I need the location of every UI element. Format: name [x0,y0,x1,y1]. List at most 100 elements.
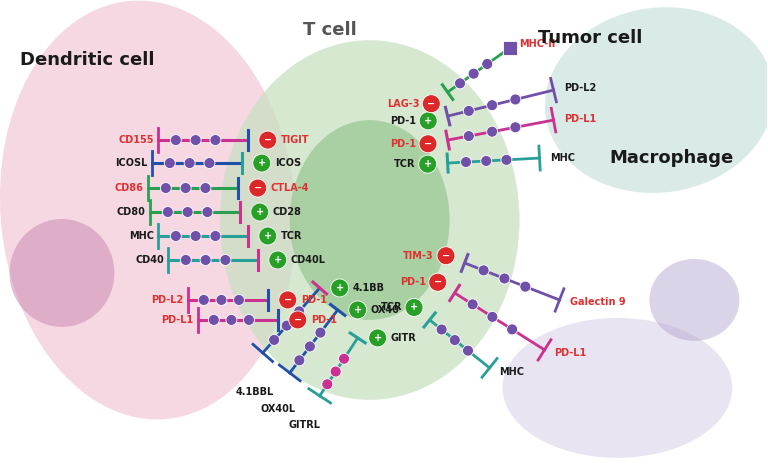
Circle shape [405,299,423,316]
Text: Galectin 9: Galectin 9 [570,297,626,307]
Circle shape [487,100,498,111]
Circle shape [259,131,276,149]
FancyBboxPatch shape [502,41,517,55]
Text: OX40: OX40 [371,305,399,315]
Text: +: + [263,231,272,241]
Circle shape [170,231,181,241]
Text: Dendritic cell: Dendritic cell [20,51,154,69]
Text: PD-L2: PD-L2 [151,295,184,305]
Circle shape [304,341,316,352]
Circle shape [339,353,349,364]
Text: 4.1BBL: 4.1BBL [236,387,274,397]
Circle shape [226,314,237,325]
Text: +: + [373,333,382,343]
Circle shape [467,299,478,310]
Ellipse shape [650,259,740,341]
Circle shape [210,135,221,146]
Circle shape [463,105,475,117]
Circle shape [478,265,489,276]
Circle shape [281,320,292,331]
Circle shape [419,112,437,130]
Circle shape [437,247,455,265]
Circle shape [220,255,231,265]
Text: +: + [353,305,362,315]
Circle shape [202,206,213,218]
Text: −: − [442,251,450,261]
Circle shape [487,126,498,137]
Text: −: − [424,139,432,149]
Text: CD28: CD28 [273,207,302,217]
Text: TCR: TCR [281,231,303,241]
Text: −: − [253,183,262,193]
Circle shape [499,273,510,284]
Circle shape [429,273,447,291]
Text: TIM-3: TIM-3 [403,251,434,261]
Text: OX40L: OX40L [260,404,296,414]
Text: +: + [424,116,432,126]
Circle shape [190,135,201,146]
Circle shape [253,154,271,172]
Circle shape [331,279,349,297]
Circle shape [208,314,220,325]
Text: MHC: MHC [129,231,154,241]
Text: −: − [283,295,292,305]
Text: PD-1: PD-1 [390,139,416,149]
Circle shape [455,78,465,89]
Text: PD-L2: PD-L2 [564,83,597,93]
Circle shape [162,206,174,218]
Circle shape [170,135,181,146]
Circle shape [449,335,460,345]
Text: CD155: CD155 [118,135,154,145]
Text: −: − [263,135,272,145]
Circle shape [419,135,437,153]
Circle shape [259,227,276,245]
Circle shape [487,311,498,322]
Circle shape [507,324,518,335]
Text: PD-1: PD-1 [390,116,416,126]
Circle shape [294,355,305,366]
Circle shape [204,158,215,168]
Circle shape [510,122,521,133]
Text: CTLA-4: CTLA-4 [271,183,310,193]
Circle shape [461,157,472,168]
Circle shape [468,68,479,79]
Circle shape [190,231,201,241]
Circle shape [210,231,221,241]
Text: −: − [427,99,435,109]
Text: ICOSL: ICOSL [115,158,148,168]
Text: −: − [434,277,442,287]
Circle shape [249,179,266,197]
Circle shape [289,311,306,329]
Circle shape [233,294,244,306]
Circle shape [369,329,386,347]
Circle shape [510,94,521,105]
Text: TCR: TCR [380,302,402,313]
Text: CD40: CD40 [135,255,164,265]
Text: +: + [258,158,266,168]
Circle shape [161,183,171,194]
Text: ICOS: ICOS [275,158,301,168]
Circle shape [462,345,474,356]
Text: +: + [424,159,432,169]
Text: +: + [410,302,418,313]
Text: PD-1: PD-1 [311,315,336,325]
Circle shape [419,155,437,173]
Text: CD40L: CD40L [291,255,326,265]
Text: T cell: T cell [303,21,356,39]
Text: Tumor cell: Tumor cell [538,29,642,47]
Text: GITRL: GITRL [289,420,321,430]
Circle shape [436,324,447,335]
Circle shape [200,183,211,194]
Circle shape [251,203,269,221]
Ellipse shape [290,120,449,320]
Circle shape [198,294,210,306]
Text: PD-L1: PD-L1 [161,315,194,325]
Circle shape [216,294,227,306]
Ellipse shape [9,219,114,327]
Text: +: + [273,255,282,265]
Circle shape [279,291,296,309]
Text: PD-L1: PD-L1 [554,348,587,358]
Circle shape [520,281,531,292]
Circle shape [200,255,211,265]
Text: Macrophage: Macrophage [610,149,733,167]
